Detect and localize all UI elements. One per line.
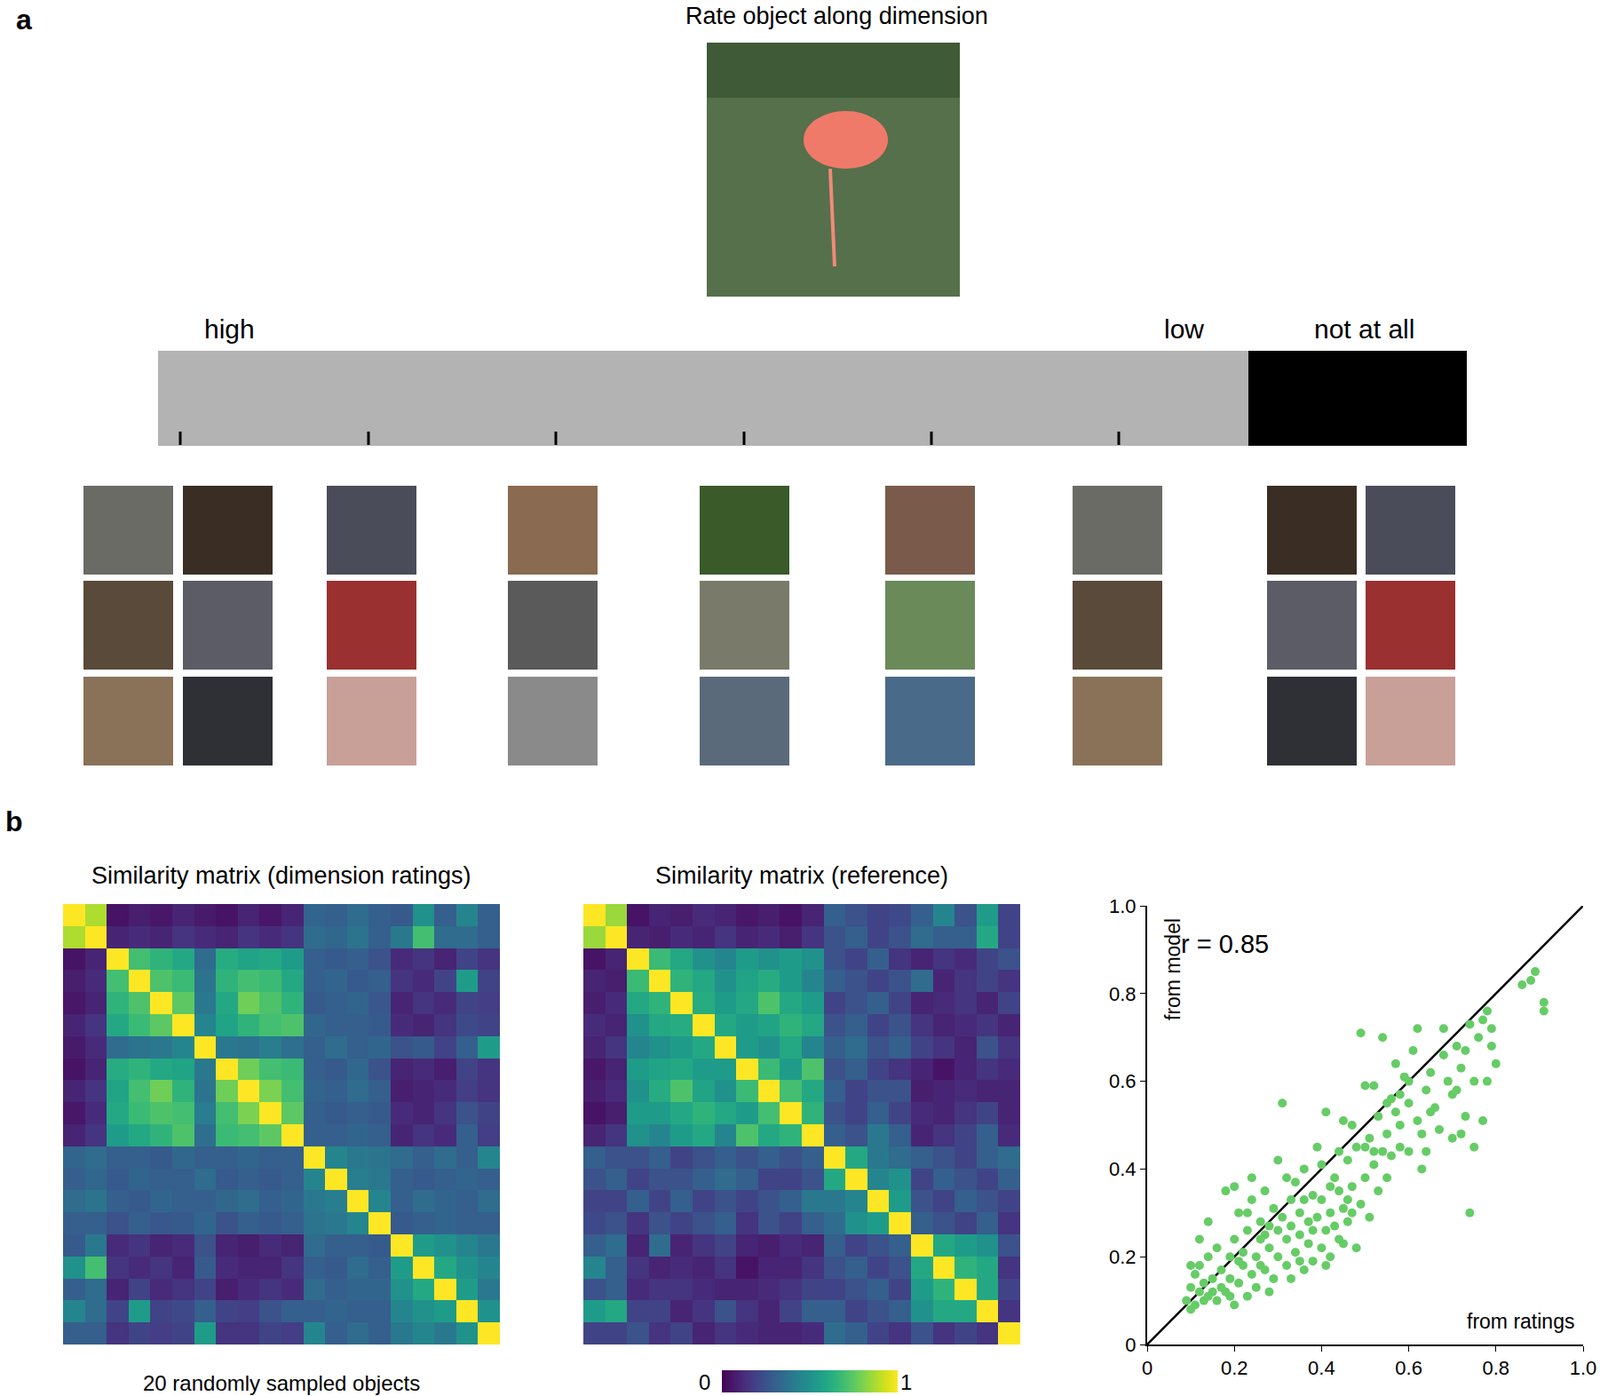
svg-text:0.4: 0.4 xyxy=(1307,1356,1336,1379)
svg-text:0.2: 0.2 xyxy=(1220,1356,1249,1379)
svg-text:0.8: 0.8 xyxy=(1108,982,1137,1006)
svg-text:Rate object along dimension: Rate object along dimension xyxy=(685,2,989,30)
svg-text:0: 0 xyxy=(1141,1356,1153,1379)
svg-text:1.0: 1.0 xyxy=(1569,1356,1598,1379)
svg-text:r = 0.85: r = 0.85 xyxy=(1180,929,1269,959)
svg-text:20 randomly sampled objects: 20 randomly sampled objects xyxy=(142,1370,420,1395)
svg-text:0.6: 0.6 xyxy=(1394,1356,1423,1379)
svg-text:not at all: not at all xyxy=(1314,314,1415,344)
svg-text:a: a xyxy=(15,3,32,36)
svg-text:0: 0 xyxy=(698,1370,711,1395)
svg-text:0.2: 0.2 xyxy=(1108,1245,1137,1268)
svg-text:from model: from model xyxy=(1161,918,1185,1021)
svg-text:0: 0 xyxy=(1124,1333,1136,1356)
svg-text:from ratings: from ratings xyxy=(1466,1309,1575,1333)
svg-text:Similarity matrix (dimension r: Similarity matrix (dimension ratings) xyxy=(91,862,472,889)
svg-text:0.4: 0.4 xyxy=(1108,1157,1137,1181)
svg-text:high: high xyxy=(204,314,255,344)
svg-text:0.6: 0.6 xyxy=(1108,1069,1137,1093)
svg-text:b: b xyxy=(5,805,24,838)
svg-text:0.8: 0.8 xyxy=(1482,1356,1511,1379)
svg-text:low: low xyxy=(1164,314,1204,344)
svg-text:1.0: 1.0 xyxy=(1108,895,1137,918)
svg-text:Similarity matrix (reference): Similarity matrix (reference) xyxy=(655,862,949,889)
svg-text:1: 1 xyxy=(900,1370,912,1395)
